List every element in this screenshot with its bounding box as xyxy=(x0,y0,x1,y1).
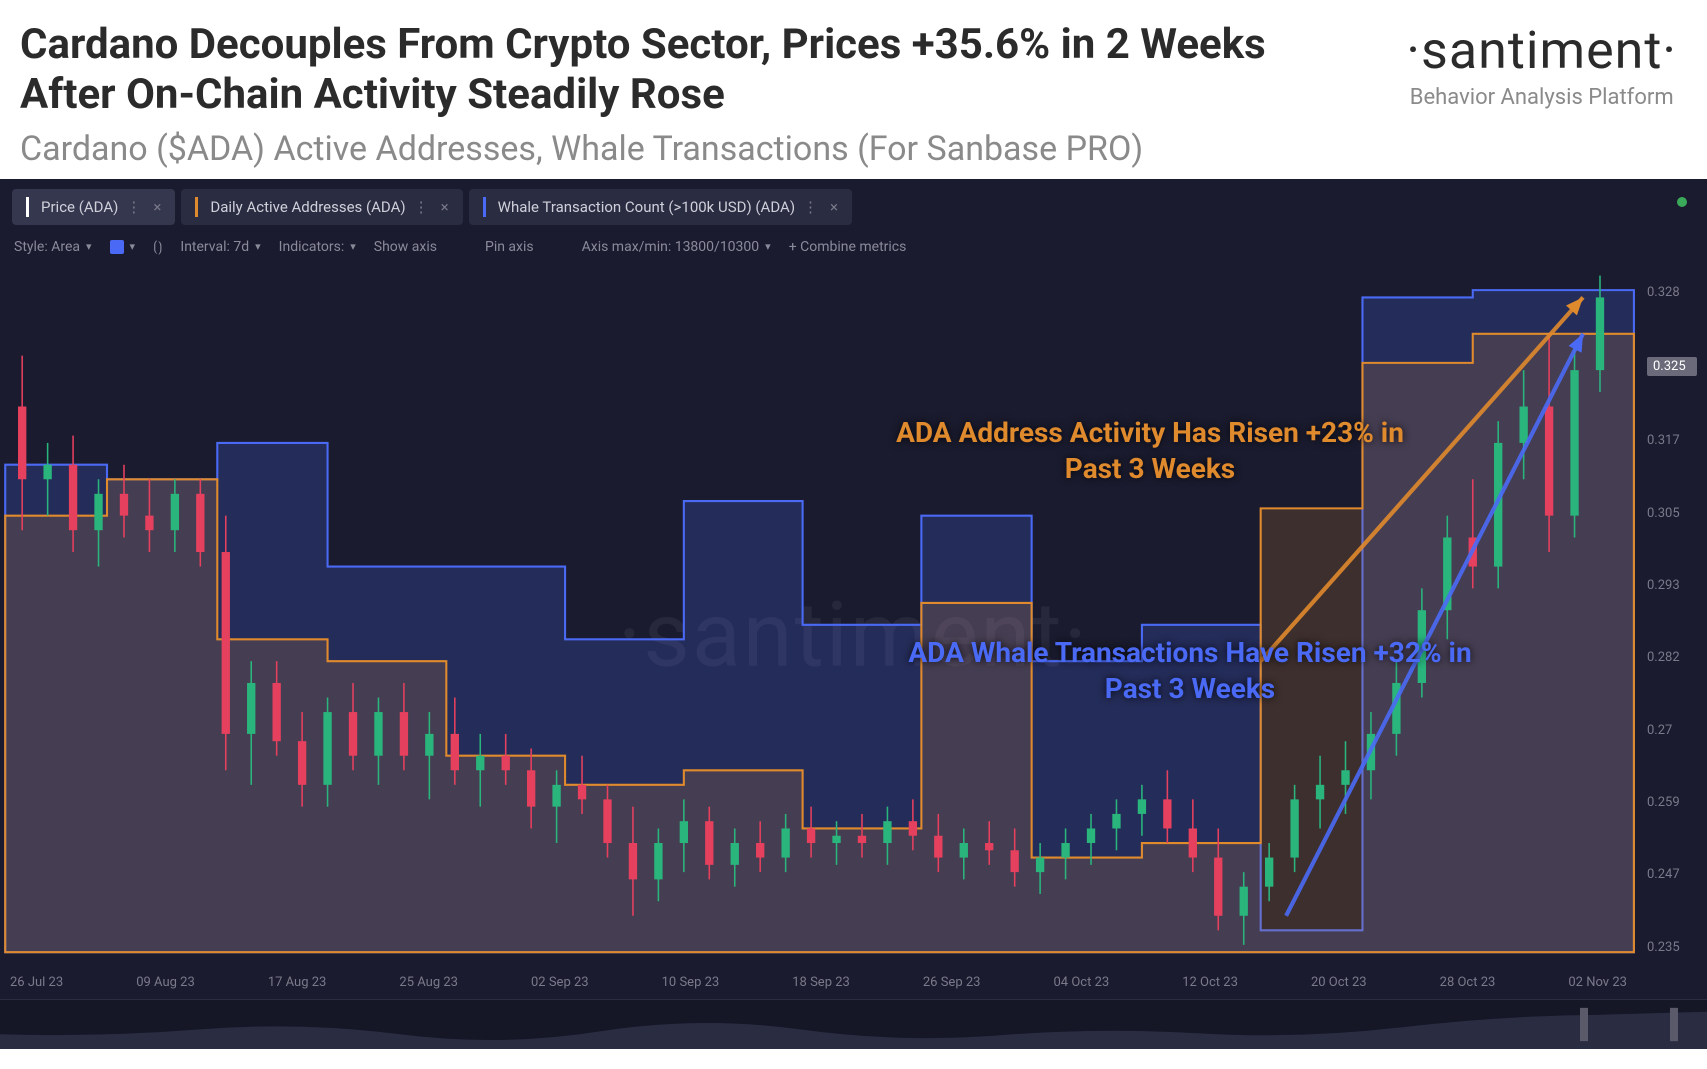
status-indicator xyxy=(1677,197,1687,207)
chevron-down-icon: ▾ xyxy=(765,240,771,253)
y-tick-label: 0.282 xyxy=(1647,650,1697,665)
chevron-down-icon: ▾ xyxy=(130,240,136,253)
tab-whale[interactable]: Whale Transaction Count (>100k USD) (ADA… xyxy=(469,189,852,225)
tab-price[interactable]: Price (ADA) ⋮ × xyxy=(12,189,175,225)
page-title: Cardano Decouples From Crypto Sector, Pr… xyxy=(20,20,1366,121)
combine-metrics-button[interactable]: + Combine metrics xyxy=(789,239,907,255)
indicators-label: Indicators: xyxy=(279,239,345,255)
tab-accent-icon xyxy=(483,197,486,217)
close-icon[interactable]: × xyxy=(830,198,838,216)
axis-range-selector[interactable]: Axis max/min: 13800/10300 ▾ xyxy=(582,239,771,255)
close-icon[interactable]: × xyxy=(153,198,161,216)
axis-range-label: Axis max/min: 13800/10300 xyxy=(582,239,760,255)
show-axis-label: Show axis xyxy=(374,239,437,255)
logo-subtitle: Behavior Analysis Platform xyxy=(1406,85,1677,110)
chart-body[interactable]: ·santiment· ADA Address Activity Has Ris… xyxy=(0,265,1707,1005)
chart-toolbar: Style: Area ▾ ▾ ⟮⟯ Interval: 7d ▾ Indica… xyxy=(0,225,1707,265)
y-tick-label: 0.293 xyxy=(1647,578,1697,593)
y-tick-label: 0.27 xyxy=(1647,723,1697,738)
y-tick-label: 0.328 xyxy=(1647,285,1697,300)
tab-daa[interactable]: Daily Active Addresses (ADA) ⋮ × xyxy=(181,189,462,225)
minimap[interactable] xyxy=(0,999,1707,1049)
tab-menu-icon[interactable]: ⋮ xyxy=(414,198,429,216)
chart-container: Price (ADA) ⋮ × Daily Active Addresses (… xyxy=(0,179,1707,1049)
annotation-address-activity: ADA Address Activity Has Risen +23% in P… xyxy=(870,415,1430,488)
color-selector[interactable]: ▾ xyxy=(110,239,136,255)
page-subtitle: Cardano ($ADA) Active Addresses, Whale T… xyxy=(20,129,1366,169)
interval-label: Interval: 7d xyxy=(180,239,249,255)
combine-label: + Combine metrics xyxy=(789,239,907,255)
logo-block: ·santiment· Behavior Analysis Platform xyxy=(1406,20,1677,110)
annotation-whale-transactions: ADA Whale Transactions Have Risen +32% i… xyxy=(900,635,1480,708)
tab-accent-icon xyxy=(195,197,198,217)
logo: ·santiment· xyxy=(1406,20,1677,81)
interval-selector[interactable]: Interval: 7d ▾ xyxy=(180,239,260,255)
y-tick-label: 0.325 xyxy=(1647,357,1697,376)
chevron-down-icon: ▾ xyxy=(86,240,92,253)
minimap-svg xyxy=(0,1000,1707,1049)
tab-label: Daily Active Addresses (ADA) xyxy=(210,198,405,216)
y-tick-label: 0.235 xyxy=(1647,940,1697,955)
style-selector[interactable]: Style: Area ▾ xyxy=(14,239,92,255)
pin-axis-label: Pin axis xyxy=(485,239,534,255)
header: Cardano Decouples From Crypto Sector, Pr… xyxy=(0,0,1707,179)
tab-label: Whale Transaction Count (>100k USD) (ADA… xyxy=(498,198,795,216)
bracket-icon: ⟮⟯ xyxy=(153,239,162,255)
tab-accent-icon xyxy=(26,197,29,217)
minimap-handle[interactable] xyxy=(1670,1008,1678,1041)
close-icon[interactable]: × xyxy=(441,198,449,216)
color-chip-icon xyxy=(110,240,124,254)
header-text: Cardano Decouples From Crypto Sector, Pr… xyxy=(20,20,1366,169)
y-tick-label: 0.317 xyxy=(1647,433,1697,448)
style-label: Style: Area xyxy=(14,239,80,255)
y-tick-label: 0.259 xyxy=(1647,795,1697,810)
y-axis: 0.328 0.325 0.317 0.305 0.293 0.282 0.27 0.259 0… xyxy=(1637,265,1707,1005)
y-tick-label: 0.247 xyxy=(1647,867,1697,882)
indicators-selector[interactable]: Indicators: ▾ xyxy=(279,239,356,255)
interval-button[interactable]: ⟮⟯ xyxy=(153,239,162,255)
tab-label: Price (ADA) xyxy=(41,198,118,216)
tab-menu-icon[interactable]: ⋮ xyxy=(803,198,818,216)
tab-menu-icon[interactable]: ⋮ xyxy=(126,198,141,216)
minimap-handle[interactable] xyxy=(1580,1008,1588,1041)
chevron-down-icon: ▾ xyxy=(255,240,261,253)
chevron-down-icon: ▾ xyxy=(350,240,356,253)
y-tick-label: 0.305 xyxy=(1647,506,1697,521)
show-axis-button[interactable]: Show axis xyxy=(374,239,437,255)
pin-axis-button[interactable]: Pin axis xyxy=(485,239,534,255)
metric-tabs: Price (ADA) ⋮ × Daily Active Addresses (… xyxy=(0,179,1707,225)
